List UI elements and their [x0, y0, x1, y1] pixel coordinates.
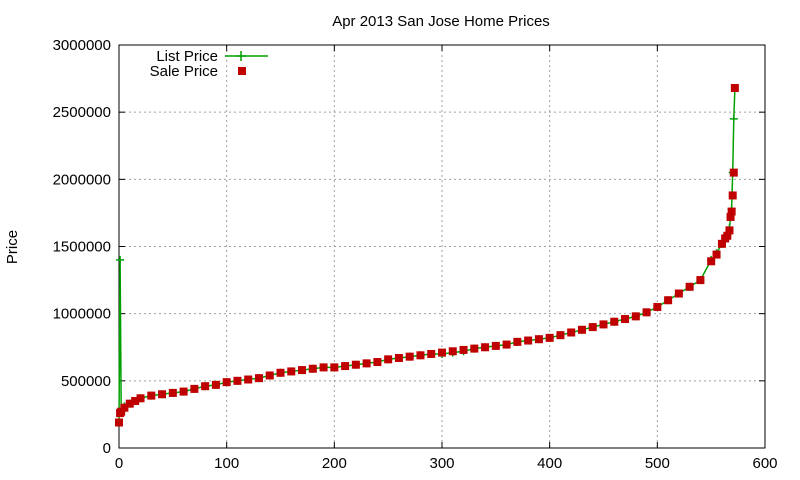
- sale-price-point: [120, 403, 129, 412]
- sale-price-point: [211, 380, 220, 389]
- sale-price-point: [244, 375, 253, 384]
- sale-price-point: [642, 308, 651, 317]
- sale-price-point: [179, 387, 188, 396]
- sale-price-point: [117, 407, 126, 416]
- y-tick-label: 1500000: [53, 239, 111, 256]
- sale-price-point: [276, 368, 285, 377]
- sale-price-point: [233, 376, 242, 385]
- sale-price-point: [599, 320, 608, 329]
- sale-price-point: [491, 341, 500, 350]
- sale-price-point: [727, 207, 736, 216]
- sale-price-point: [545, 333, 554, 342]
- sale-price-point: [664, 296, 673, 305]
- y-axis-label: Price: [4, 230, 21, 264]
- sale-price-point: [588, 323, 597, 332]
- sale-price-point: [265, 371, 274, 380]
- sale-price-point: [653, 302, 662, 311]
- sale-price-point: [427, 349, 436, 358]
- sale-price-point: [631, 312, 640, 321]
- sale-price-point: [481, 343, 490, 352]
- sale-price-point: [115, 418, 123, 427]
- sale-price-point: [610, 317, 619, 326]
- x-tick-labels: 0 100 200 300 400 500 600: [115, 455, 778, 472]
- y-tick-label: 1000000: [53, 306, 111, 323]
- x-tick-label: 600: [752, 455, 777, 472]
- sale-price-point: [534, 335, 543, 344]
- sale-price-point: [147, 391, 156, 400]
- sale-price-point: [394, 353, 403, 362]
- sale-price-point: [416, 351, 425, 360]
- sale-price-point: [470, 344, 479, 353]
- legend: List Price Sale Price: [150, 48, 268, 80]
- sale-price-point: [254, 374, 263, 383]
- chart-title: Apr 2013 San Jose Home Prices: [332, 13, 550, 30]
- sale-price-point: [405, 352, 414, 361]
- sale-price-point: [685, 282, 694, 291]
- sale-price-point: [726, 212, 735, 221]
- sale-price-point: [728, 191, 737, 200]
- sale-price-point: [384, 355, 393, 364]
- x-tick-label: 200: [322, 455, 347, 472]
- sale-price-point: [577, 325, 586, 334]
- sale-price-point: [524, 336, 533, 345]
- sale-price-point: [502, 340, 511, 349]
- y-tick-label: 2500000: [53, 104, 111, 121]
- sale-price-point: [725, 226, 734, 235]
- sale-price-point: [730, 83, 739, 92]
- sale-price-point: [717, 239, 726, 248]
- sale-price-point: [287, 367, 296, 376]
- sale-price-point: [723, 231, 732, 240]
- sale-price-point: [136, 394, 145, 403]
- sale-price-point: [222, 378, 231, 387]
- y-tick-label: 3000000: [53, 37, 111, 54]
- sale-price-point: [459, 345, 468, 354]
- sale-price-point: [448, 347, 457, 356]
- sale-price-point: [567, 328, 576, 337]
- x-tick-label: 0: [115, 455, 123, 472]
- sale-price-point: [330, 363, 339, 372]
- series-list-price: [115, 83, 739, 427]
- tick-marks: [118, 44, 766, 449]
- sale-price-point: [362, 359, 371, 368]
- x-tick-label: 100: [214, 455, 239, 472]
- y-tick-label: 0: [103, 440, 111, 457]
- sale-price-point: [308, 364, 317, 373]
- sale-price-point: [168, 388, 177, 397]
- sale-price-point: [712, 250, 721, 259]
- sale-price-point: [621, 315, 630, 324]
- series-sale-price: [115, 83, 739, 427]
- x-tick-label: 500: [645, 455, 670, 472]
- legend-label-sale-price: Sale Price: [150, 63, 218, 80]
- y-tick-label: 2000000: [53, 171, 111, 188]
- y-tick-label: 500000: [61, 373, 111, 390]
- sale-price-point: [131, 396, 140, 405]
- sale-price-point: [729, 168, 738, 177]
- sale-price-point: [438, 348, 446, 357]
- sale-price-point: [674, 289, 683, 298]
- sale-price-point: [341, 362, 350, 371]
- series-line-list-price: [118, 87, 736, 423]
- legend-label-list-price: List Price: [156, 48, 218, 65]
- sale-price-point: [125, 399, 134, 408]
- sale-price-point: [201, 382, 210, 391]
- x-tick-label: 400: [537, 455, 562, 472]
- sale-price-point: [513, 337, 522, 346]
- x-tick-label: 300: [429, 455, 454, 472]
- legend-marker-sale-price: [238, 67, 246, 75]
- sale-price-point: [351, 360, 360, 369]
- list-price-point: [729, 114, 738, 123]
- sale-price-point: [319, 363, 328, 372]
- sale-price-point: [373, 358, 382, 367]
- list-price-point: [116, 255, 125, 264]
- sale-price-point: [696, 276, 705, 285]
- sale-price-point: [298, 366, 307, 375]
- sale-price-point: [158, 390, 167, 399]
- sale-price-point: [556, 331, 565, 340]
- y-tick-labels: 0 500000 1000000 1500000 2000000 2500000 30000…: [53, 37, 111, 457]
- sale-price-point: [707, 257, 716, 266]
- sale-price-point: [190, 384, 199, 393]
